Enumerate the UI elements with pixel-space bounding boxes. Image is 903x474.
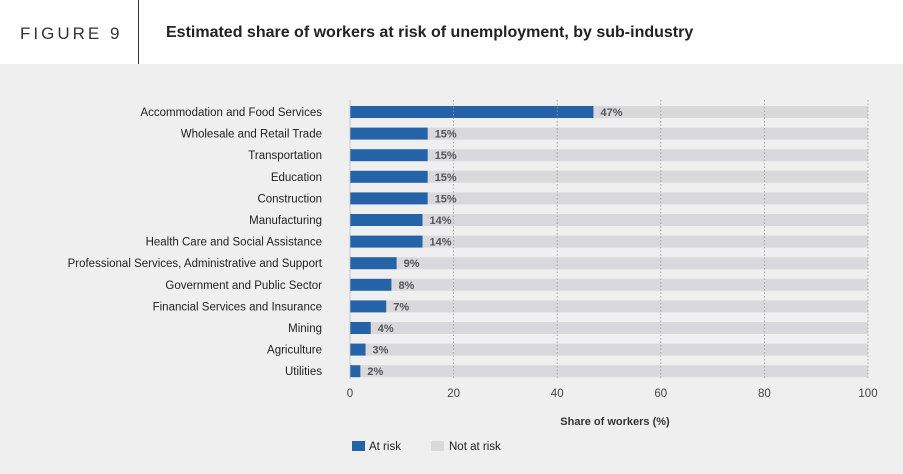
x-tick-label: 60 xyxy=(654,388,667,400)
data-label: 14% xyxy=(430,237,452,249)
bar-at-risk xyxy=(350,300,387,313)
category-label: Education xyxy=(271,172,322,184)
bar-not-at-risk xyxy=(360,365,868,378)
data-label: 15% xyxy=(435,150,457,162)
data-label: 9% xyxy=(404,258,420,270)
category-label: Transportation xyxy=(248,150,322,162)
bar-not-at-risk xyxy=(365,343,868,356)
category-label: Utilities xyxy=(285,366,322,378)
legend-label-not-at-risk: Not at risk xyxy=(449,441,501,453)
data-label: 8% xyxy=(398,280,414,292)
bar-chart: Accommodation and Food Services 47% Wholes… xyxy=(68,100,878,453)
data-label: 4% xyxy=(378,323,394,335)
category-label: Health Care and Social Assistance xyxy=(146,237,322,249)
data-label: 14% xyxy=(430,215,452,227)
category-label: Mining xyxy=(288,323,322,335)
chart-title: Estimated share of workers at risk of un… xyxy=(166,24,694,41)
bar-at-risk xyxy=(350,257,397,270)
category-label: Wholesale and Retail Trade xyxy=(181,129,322,141)
bar-at-risk xyxy=(350,127,428,140)
bar-at-risk xyxy=(350,343,366,356)
bar-at-risk xyxy=(350,106,594,118)
bar-at-risk xyxy=(350,278,392,291)
bar-not-at-risk xyxy=(386,300,868,313)
data-label: 15% xyxy=(435,172,457,184)
bar-not-at-risk xyxy=(427,170,868,183)
bar-at-risk xyxy=(350,192,428,205)
bar-not-at-risk xyxy=(370,322,868,334)
data-label: 7% xyxy=(393,301,409,313)
legend-label-at-risk: At risk xyxy=(369,441,401,453)
bar-at-risk xyxy=(350,214,423,226)
bar-not-at-risk xyxy=(593,106,868,118)
category-label: Construction xyxy=(257,193,322,205)
bar-not-at-risk xyxy=(391,278,868,291)
bar-at-risk xyxy=(350,149,428,162)
chart-panel: Accommodation and Food Services 47% Wholes… xyxy=(0,64,903,474)
data-label: 47% xyxy=(600,107,622,119)
legend-swatch-at-risk xyxy=(352,441,365,451)
header-divider xyxy=(138,0,139,64)
bar-not-at-risk xyxy=(427,149,868,162)
data-label: 3% xyxy=(373,345,389,357)
bar-at-risk xyxy=(350,322,371,334)
x-tick-label: 100 xyxy=(858,388,877,400)
category-label: Financial Services and Insurance xyxy=(153,301,322,313)
x-tick-label: 20 xyxy=(447,388,460,400)
bar-at-risk xyxy=(350,365,361,378)
category-label: Professional Services, Administrative an… xyxy=(68,258,323,270)
bar-not-at-risk xyxy=(427,127,868,140)
data-label: 2% xyxy=(367,366,383,378)
figure-header: FIGURE 9 Estimated share of workers at r… xyxy=(0,0,903,64)
figure-label: FIGURE 9 xyxy=(20,24,123,43)
x-tick-label: 40 xyxy=(551,388,564,400)
category-label: Manufacturing xyxy=(249,215,322,227)
x-axis-title: Share of workers (%) xyxy=(560,416,670,428)
data-label: 15% xyxy=(435,129,457,141)
bar-not-at-risk xyxy=(427,192,868,205)
data-label: 15% xyxy=(435,193,457,205)
category-label: Accommodation and Food Services xyxy=(140,107,322,119)
bar-not-at-risk xyxy=(422,214,868,226)
bar-not-at-risk xyxy=(422,235,868,248)
bar-at-risk xyxy=(350,170,428,183)
x-tick-label: 80 xyxy=(758,388,771,400)
x-tick-label: 0 xyxy=(347,388,353,400)
legend-swatch-not-at-risk xyxy=(431,441,444,451)
bar-at-risk xyxy=(350,235,423,248)
category-label: Agriculture xyxy=(267,345,322,357)
category-label: Government and Public Sector xyxy=(165,280,322,292)
bar-not-at-risk xyxy=(396,257,868,270)
